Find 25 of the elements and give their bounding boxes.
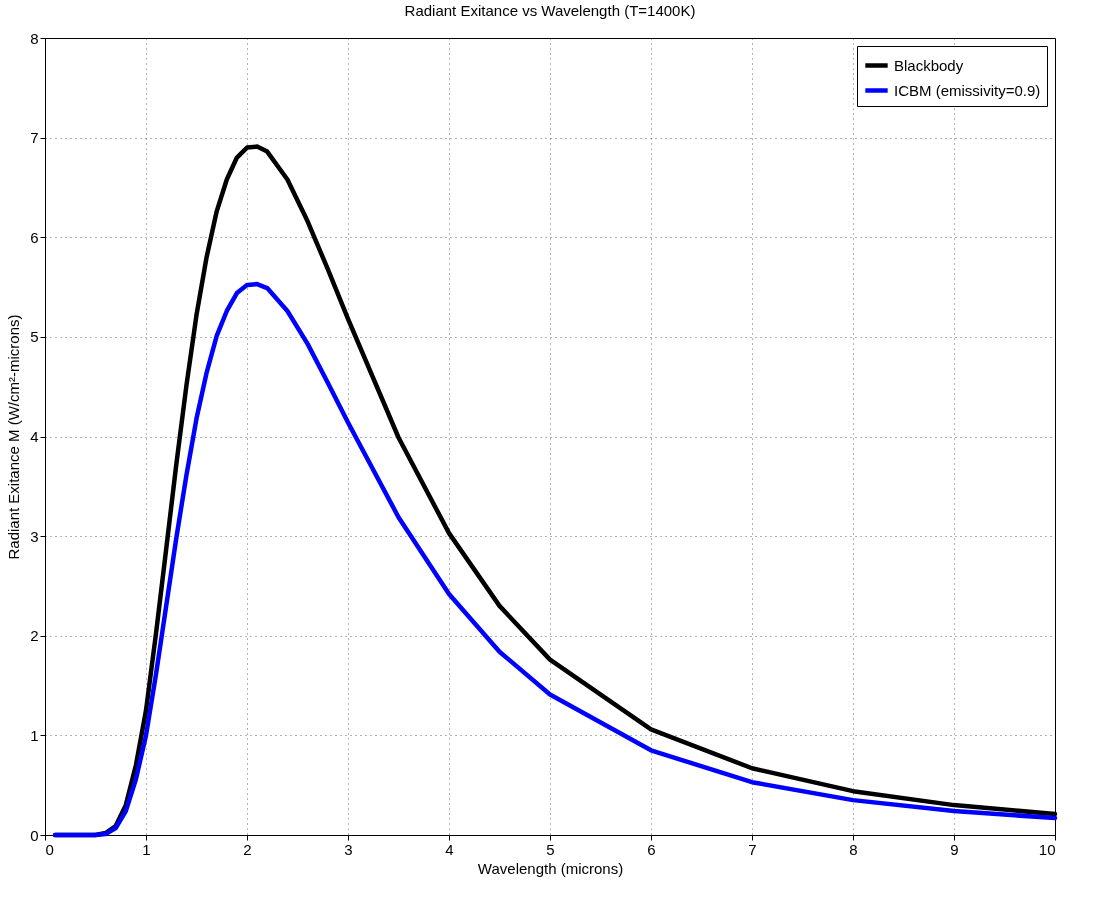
- y-tick-label: 2: [30, 627, 39, 645]
- x-tick-label: 3: [344, 840, 353, 858]
- x-tick-label: 1: [142, 840, 151, 858]
- x-tick-label: 9: [950, 840, 959, 858]
- x-tick-label: 6: [647, 840, 656, 858]
- x-tick-label: 5: [546, 840, 555, 858]
- y-tick-label: 7: [30, 129, 39, 147]
- legend-label: Blackbody: [894, 56, 964, 74]
- x-tick-label: 0: [45, 840, 54, 858]
- y-tick-label: 4: [30, 428, 39, 445]
- x-tick-label: 8: [849, 840, 858, 858]
- y-tick-label: 8: [30, 29, 39, 47]
- x-axis-title: Wavelength (microns): [477, 859, 624, 877]
- y-tick-label: 6: [30, 228, 39, 246]
- y-tick-label: 0: [30, 826, 39, 844]
- x-tick-label: 7: [748, 840, 757, 858]
- y-tick-label: 3: [30, 527, 39, 545]
- y-axis-title: Radiant Exitance M (W/cm²-microns): [5, 314, 23, 560]
- x-tick-label: 4: [445, 840, 454, 858]
- x-tick-label: 10: [1038, 840, 1056, 858]
- legend-label: ICBM (emissivity=0.9): [894, 81, 1041, 99]
- y-tick-label: 5: [30, 328, 39, 346]
- chart-title: Radiant Exitance vs Wavelength (T=1400K): [404, 2, 696, 19]
- x-tick-label: 2: [243, 840, 252, 858]
- y-tick-label: 1: [30, 726, 39, 744]
